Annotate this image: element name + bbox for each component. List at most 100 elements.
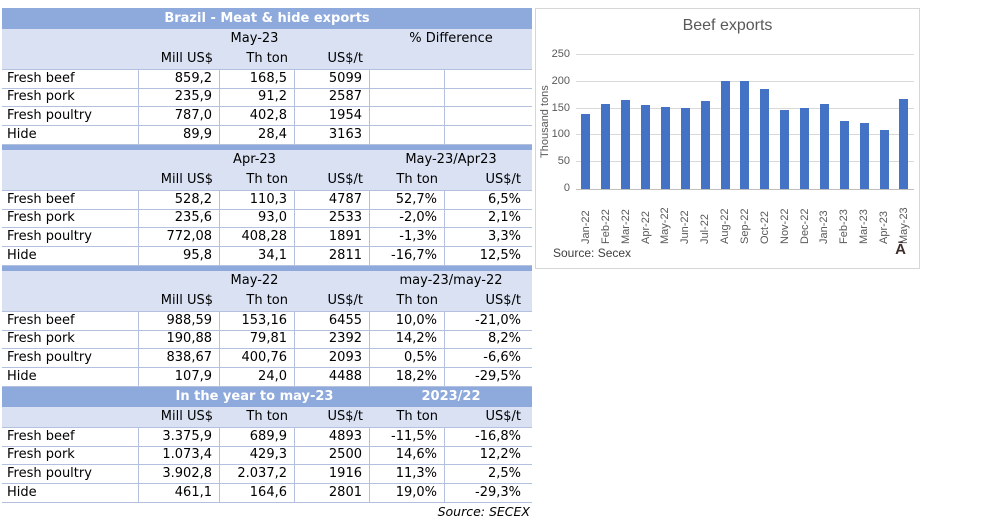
value-cell: [445, 107, 532, 126]
y-tick-50: 50: [557, 155, 570, 168]
value-cell: 2500: [295, 446, 370, 465]
column-header-cell: Th ton: [246, 172, 288, 187]
section-separator: [2, 266, 532, 271]
section-period-label: Apr-23: [233, 152, 276, 167]
x-tick-feb-22: Feb-22: [596, 192, 616, 244]
bar-slot-jul-22: [695, 55, 715, 189]
value-cell: 2392: [295, 330, 370, 349]
value-cell: 689,9: [220, 427, 295, 447]
value-cell: 838,67: [139, 349, 220, 368]
bar-mar-22: [621, 100, 631, 189]
bar-slot-dec-22: [795, 55, 815, 189]
section-comparison-label: May-23/Apr23: [405, 152, 497, 167]
value-cell: 2811: [295, 247, 370, 266]
row-label: Fresh poultry: [2, 465, 139, 484]
bar-sep-22: [740, 80, 750, 189]
column-header-row: Mill US$ Th ton US$/t Th ton US$/t: [2, 291, 532, 311]
value-cell: 110,3: [220, 190, 295, 210]
bar-mar-23: [859, 122, 869, 189]
value-cell: 4488: [295, 368, 370, 387]
table-row-fresh-pork: Fresh pork 1.073,4 429,3 2500 14,6% 12,2%: [2, 446, 532, 465]
value-cell: 3.902,8: [139, 465, 220, 484]
column-header-cell: Th ton: [246, 293, 288, 308]
bar-slot-jan-22: [576, 55, 596, 189]
column-header-cell: Th ton: [396, 293, 438, 308]
table-row-fresh-poultry: Fresh poultry 3.902,8 2.037,2 1916 11,3% 2,5%: [2, 465, 532, 484]
row-label: Fresh beef: [2, 69, 139, 89]
bar-aug-22: [720, 80, 730, 189]
value-cell: 14,6%: [370, 446, 445, 465]
x-tick-mar-22: Mar-22: [616, 192, 636, 244]
column-header-cell: Mill US$: [160, 172, 213, 187]
y-axis-tick-labels: 0 50 100 150 200 250: [536, 48, 570, 194]
x-tick-label: Aug-22: [719, 208, 732, 244]
column-header-cell: US$/t: [327, 172, 363, 187]
value-cell: -29,3%: [445, 484, 532, 503]
section-period-label: May-22: [230, 273, 279, 288]
value-cell: -1,3%: [370, 228, 445, 247]
row-label: Fresh poultry: [2, 228, 139, 247]
x-tick-mar-23: Mar-23: [854, 192, 874, 244]
section-comparison-label: 2023/22: [421, 389, 481, 404]
section-comparison-label: may-23/may-22: [399, 273, 503, 288]
row-label: Fresh pork: [2, 446, 139, 465]
value-cell: 408,28: [220, 228, 295, 247]
column-header-cell: [2, 291, 139, 311]
bar-jun-22: [680, 108, 690, 189]
column-header-cell: US$/t: [485, 172, 521, 187]
table-source-note: Source: SECEX: [437, 504, 530, 519]
x-tick-sep-22: Sep-22: [735, 192, 755, 244]
column-header-row: Mill US$ Th ton US$/t Th ton US$/t: [2, 407, 532, 427]
y-tick-0: 0: [563, 182, 570, 194]
row-label: Fresh pork: [2, 330, 139, 349]
value-cell: 91,2: [220, 88, 295, 107]
chart-source-note: Source: Secex: [553, 246, 632, 260]
value-cell: -21,0%: [445, 311, 532, 331]
value-cell: [370, 107, 445, 126]
x-tick-label: Jan-22: [579, 210, 592, 244]
column-header-cell: [2, 49, 139, 69]
bar-apr-22: [641, 105, 651, 189]
value-cell: -11,5%: [370, 427, 445, 447]
column-header-cell: [2, 170, 139, 190]
table-row-fresh-beef: Fresh beef 859,2 168,5 5099: [2, 69, 532, 89]
value-cell: 24,0: [220, 368, 295, 387]
value-cell: 8,2%: [445, 330, 532, 349]
section-header-row: May-22 may-23/may-22: [2, 271, 532, 291]
value-cell: [445, 88, 532, 107]
x-tick-label: Sep-22: [738, 208, 751, 244]
value-cell: 3163: [295, 126, 370, 145]
value-cell: 34,1: [220, 247, 295, 266]
bar-may-22: [660, 107, 670, 189]
table-title: Brazil - Meat & hide exports: [2, 8, 532, 29]
value-cell: -6,6%: [445, 349, 532, 368]
bar-nov-22: [780, 109, 790, 189]
bar-slot-mar-23: [854, 55, 874, 189]
section-spacer-cell: [2, 271, 139, 291]
value-cell: 772,08: [139, 228, 220, 247]
bar-slot-mar-22: [616, 55, 636, 189]
table-section-may-23: May-23 % Difference Mill US$ Th ton US$/t Fre…: [2, 29, 532, 145]
gridline-250: [576, 54, 914, 55]
column-header-row: Mill US$ Th ton US$/t Th ton US$/t: [2, 170, 532, 190]
value-cell: 2801: [295, 484, 370, 503]
table-sections: May-23 % Difference Mill US$ Th ton US$/t Fre…: [2, 29, 532, 503]
table-row-hide: Hide 95,8 34,1 2811 -16,7% 12,5%: [2, 247, 532, 266]
chart-plot-area: [576, 54, 914, 190]
y-tick-150: 150: [551, 101, 570, 114]
section-header-row: Apr-23 May-23/Apr23: [2, 150, 532, 170]
y-tick-200: 200: [551, 74, 570, 87]
table-row-hide: Hide 107,9 24,0 4488 18,2% -29,5%: [2, 368, 532, 387]
row-label: Fresh beef: [2, 427, 139, 447]
value-cell: 402,8: [220, 107, 295, 126]
x-tick-label: May-22: [659, 207, 672, 244]
value-cell: 0,5%: [370, 349, 445, 368]
section-period-label: In the year to may-23: [175, 389, 334, 404]
value-cell: 52,7%: [370, 190, 445, 210]
value-cell: -16,7%: [370, 247, 445, 266]
table-row-fresh-beef: Fresh beef 988,59 153,16 6455 10,0% -21,0%: [2, 311, 532, 331]
x-tick-jun-22: Jun-22: [675, 192, 695, 244]
value-cell: 12,2%: [445, 446, 532, 465]
value-cell: 988,59: [139, 311, 220, 331]
x-tick-label: Feb-22: [599, 209, 612, 244]
